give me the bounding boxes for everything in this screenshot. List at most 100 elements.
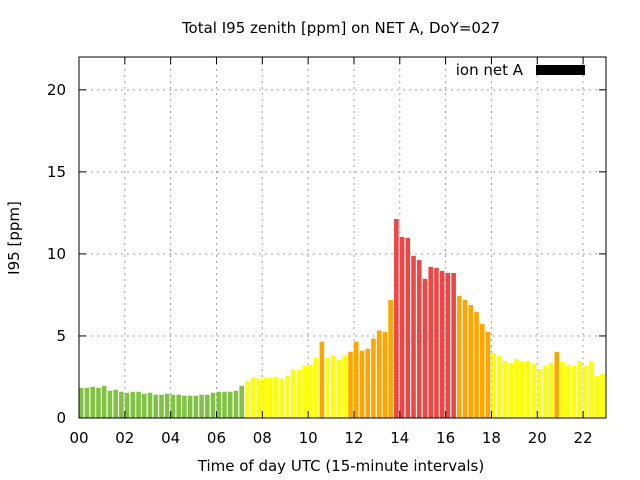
bar: [376, 330, 382, 418]
bar: [422, 278, 428, 418]
bar: [227, 391, 233, 418]
bar: [199, 394, 204, 418]
bar: [245, 380, 250, 418]
bar: [457, 295, 462, 418]
legend: ion net A: [456, 61, 585, 79]
bar: [479, 323, 485, 418]
bar: [331, 355, 336, 418]
bar: [571, 365, 577, 418]
bar: [531, 363, 537, 418]
x-tick-label: 22: [574, 429, 593, 447]
grid: [79, 57, 606, 418]
bar: [279, 378, 285, 418]
x-tick-label: 16: [436, 429, 455, 447]
legend-swatch: [536, 65, 585, 75]
bar: [336, 359, 342, 418]
bar: [583, 365, 588, 418]
bar: [147, 392, 153, 418]
bar: [434, 267, 439, 418]
bar: [233, 390, 239, 418]
bar: [474, 311, 479, 418]
y-tick-label: 5: [56, 327, 66, 345]
y-tick-label: 10: [47, 245, 66, 263]
bar: [90, 386, 96, 418]
bar: [319, 341, 325, 418]
bar: [485, 332, 491, 418]
bar: [239, 385, 244, 418]
bar: [520, 361, 525, 418]
bar: [193, 395, 199, 418]
bar: [124, 392, 130, 418]
bar: [142, 393, 147, 418]
bar: [508, 362, 514, 418]
bar: [439, 270, 445, 418]
bar: [428, 266, 434, 418]
bar: [205, 394, 210, 418]
bar: [525, 360, 531, 418]
bar: [308, 364, 313, 418]
bar: [136, 391, 141, 418]
bar: [164, 393, 170, 418]
bar: [159, 394, 164, 418]
bar: [262, 377, 267, 418]
bar: [502, 360, 508, 418]
bar: [560, 361, 565, 418]
bar: [600, 373, 605, 418]
bar: [325, 357, 330, 418]
bar: [514, 358, 519, 418]
x-tick-label: 06: [207, 429, 226, 447]
bar: [222, 391, 227, 418]
x-tick-label: 00: [69, 429, 88, 447]
bar: [96, 387, 101, 418]
bar: [451, 272, 456, 418]
x-tick-label: 02: [115, 429, 134, 447]
bar: [79, 387, 84, 418]
bar: [491, 352, 497, 418]
bar: [285, 375, 290, 418]
bar: [542, 365, 548, 418]
bar: [182, 395, 187, 418]
bar: [399, 236, 405, 418]
bar: [548, 362, 554, 418]
bar: [588, 360, 594, 418]
bar: [577, 360, 582, 418]
bar: [537, 368, 542, 418]
bar: [388, 299, 393, 418]
bar: [250, 377, 256, 418]
bar: [371, 338, 376, 418]
bar: [416, 259, 422, 418]
bar: [365, 348, 370, 418]
bar: [348, 351, 353, 418]
x-tick-label: 04: [161, 429, 180, 447]
ticks: 00 02 04 06 08 10 12 14 16 18 20 22 0 5 10 15 20: [47, 57, 606, 447]
bar: [462, 299, 468, 418]
x-tick-label: 18: [482, 429, 501, 447]
bar: [119, 391, 124, 418]
bar: [353, 341, 359, 418]
bar: [405, 237, 411, 418]
bar: [84, 387, 90, 418]
bars: [79, 218, 605, 418]
bar: [290, 369, 296, 418]
bar: [445, 272, 451, 418]
bar: [210, 392, 216, 418]
bar: [302, 365, 307, 418]
bar: [296, 369, 302, 418]
bar: [342, 355, 348, 418]
bar: [359, 350, 365, 418]
x-axis-label: Time of day UTC (15-minute intervals): [197, 457, 484, 475]
x-tick-label: 08: [253, 429, 272, 447]
x-tick-label: 20: [528, 429, 547, 447]
bar: [170, 394, 176, 418]
bar: [497, 355, 502, 418]
bar: [113, 389, 118, 418]
legend-label: ion net A: [456, 61, 524, 79]
chart-title: Total I95 zenith [ppm] on NET A, DoY=027: [181, 19, 500, 37]
bar: [176, 394, 181, 418]
bar: [107, 390, 113, 418]
bar: [554, 351, 560, 418]
bar: [273, 376, 279, 418]
bar: [130, 391, 136, 418]
y-tick-label: 20: [47, 81, 66, 99]
